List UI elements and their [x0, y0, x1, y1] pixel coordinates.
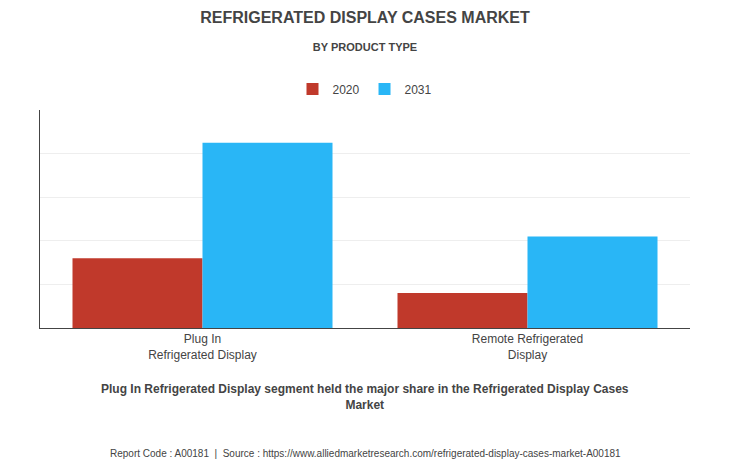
svg-text:Remote RefrigeratedDisplay: Remote RefrigeratedDisplay — [472, 332, 583, 362]
svg-text:BY PRODUCT TYPE: BY PRODUCT TYPE — [313, 41, 417, 53]
svg-text:REFRIGERATED DISPLAY CASES MAR: REFRIGERATED DISPLAY CASES MARKET — [200, 9, 530, 26]
svg-text:Report Code : A00181 | Sourc: Report Code : A00181 | Source : https://… — [110, 448, 621, 459]
svg-text:Plug In Refrigerated Display s: Plug In Refrigerated Display segment hel… — [101, 382, 629, 412]
svg-text:2020: 2020 — [333, 83, 360, 97]
svg-text:Plug InRefrigerated Display: Plug InRefrigerated Display — [148, 332, 257, 362]
svg-text:2031: 2031 — [405, 83, 432, 97]
